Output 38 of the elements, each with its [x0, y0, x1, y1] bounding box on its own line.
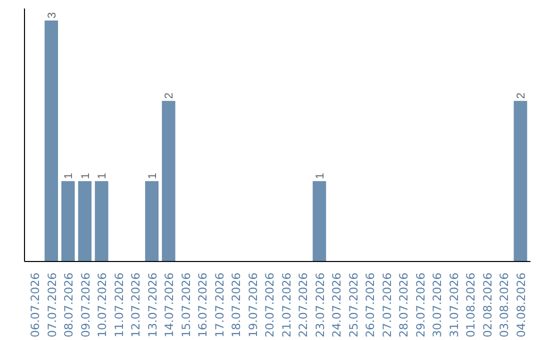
x-tick-label: 16.07.2026: [196, 272, 210, 338]
x-tick-label: 03.08.2026: [497, 272, 512, 338]
data-label: 3: [46, 12, 58, 19]
x-tick-label: 01.08.2026: [464, 272, 478, 338]
x-tick-label: 25.07.2026: [346, 272, 360, 338]
x-tick-label: 17.07.2026: [212, 272, 226, 338]
x-tick-label: 11.07.2026: [112, 272, 126, 338]
x-tick-label: 08.07.2026: [62, 272, 76, 338]
data-label: 1: [314, 172, 326, 180]
x-tick-label: 07.07.2026: [44, 272, 59, 338]
data-label: 1: [80, 172, 92, 180]
x-tick-label: 27.07.2026: [380, 272, 394, 338]
x-tick-label: 21.07.2026: [279, 272, 294, 338]
data-label: 1: [63, 172, 76, 180]
x-tick-label: 14.07.2026: [162, 272, 176, 338]
x-tick-label: 20.07.2026: [262, 272, 277, 338]
x-tick-label: 04.08.2026: [514, 272, 528, 338]
x-tick-label: 12.07.2026: [128, 272, 143, 338]
x-tick-label: 06.07.2026: [28, 272, 42, 338]
x-tick-label: 22.07.2026: [296, 272, 310, 338]
x-tick-label: 19.07.2026: [246, 272, 260, 338]
x-tick-label: 24.07.2026: [330, 272, 344, 338]
x-tick-label: 10.07.2026: [95, 272, 110, 338]
x-tick-label: 15.07.2026: [178, 272, 193, 338]
x-tick-label: 02.08.2026: [480, 272, 494, 338]
x-tick-label: 28.07.2026: [396, 272, 411, 338]
x-tick-label: 31.07.2026: [446, 272, 461, 338]
data-label: 2: [164, 92, 176, 99]
x-tick-label: 23.07.2026: [312, 272, 327, 338]
x-tick-label: 13.07.2026: [145, 272, 160, 338]
x-tick-label: 26.07.2026: [363, 272, 378, 338]
x-tick-label: 09.07.2026: [78, 272, 92, 338]
data-label: 1: [146, 172, 159, 180]
x-tick-label: 18.07.2026: [229, 272, 244, 338]
x-tick-label: 29.07.2026: [413, 272, 428, 338]
x-tick-label: 30.07.2026: [430, 272, 444, 338]
data-label: 2: [515, 92, 528, 99]
data-label: 1: [96, 172, 109, 180]
